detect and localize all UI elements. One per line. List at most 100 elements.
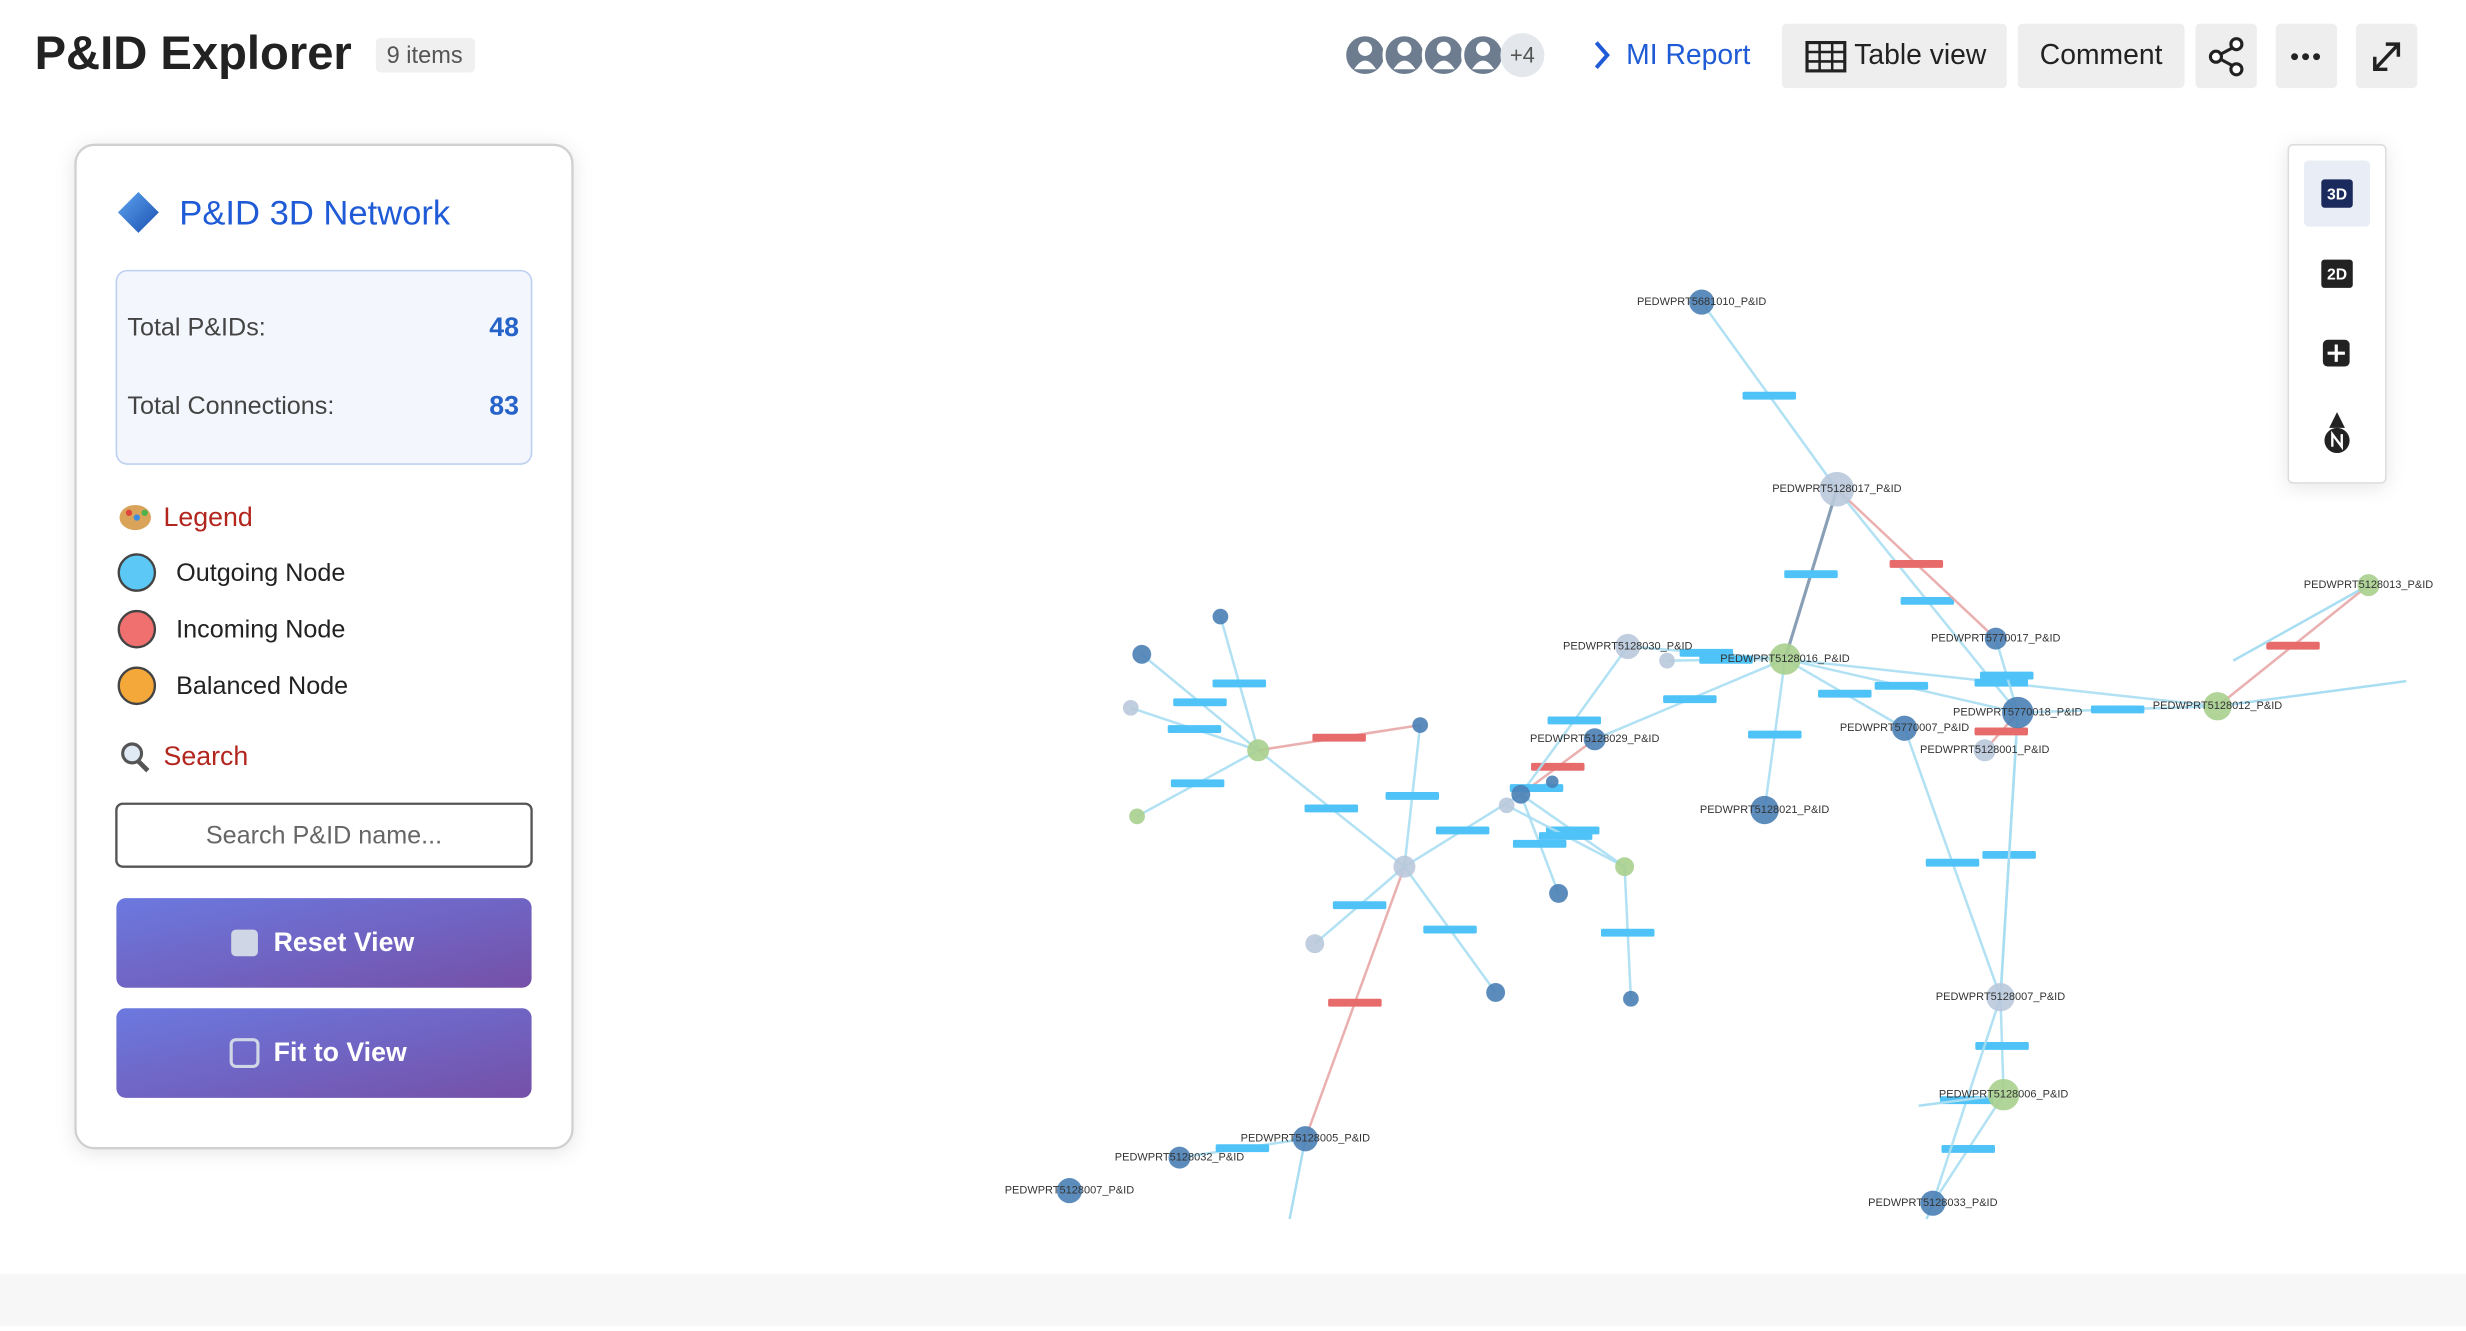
edge-label [1748,730,1802,739]
node[interactable] [1986,983,2015,1012]
header-button[interactable] [2017,23,2185,89]
edge-label [1385,791,1440,800]
edge-label [1679,648,1734,657]
node[interactable] [1659,652,1675,669]
node[interactable] [1891,715,1918,741]
node[interactable] [1984,627,2007,650]
stat-value: 83 [489,390,519,420]
node-label: PEDWPRT5128001_P&ID [1920,744,2049,756]
node[interactable] [2002,696,2034,729]
stat-value: 48 [489,312,519,342]
node[interactable] [2357,574,2380,597]
node[interactable] [1412,717,1429,733]
node[interactable] [1393,855,1416,878]
search-title: Search [164,741,249,771]
legend-label: Outgoing Node [176,559,345,587]
header-button-label[interactable]: Comment [2040,38,2163,70]
ui-layer: P&ID Explorer 9 items +4 MI Report Table vie… [35,23,2418,1150]
node[interactable] [1615,633,1641,660]
node[interactable] [1987,1078,2020,1111]
node[interactable] [1292,1126,1318,1152]
node[interactable] [1973,739,1996,762]
search-placeholder[interactable]: Search P&ID name... [206,821,442,849]
node[interactable] [1305,934,1325,954]
network-graph[interactable]: PEDWPRT5681010_P&ID PEDWPRT5128017_P&ID PE… [1005,289,2434,1220]
edge [2217,679,2407,708]
action-button[interactable] [116,1008,532,1098]
view-button-label[interactable]: 3D [2327,186,2347,203]
header-button-label[interactable]: Table view [1854,38,1987,70]
node-label: PEDWPRT5128030_P&ID [1563,640,1692,652]
node-label: PEDWPRT5681010_P&ID [1637,296,1766,308]
legend-swatch [117,609,157,649]
avatar-overflow: +4 [1510,43,1535,68]
node[interactable] [1132,644,1152,664]
node[interactable] [1750,795,1779,825]
edge-label [1215,1144,1270,1153]
node-label: PEDWPRT5770018_P&ID [1953,706,2082,718]
node-label: PEDWPRT5128033_P&ID [1868,1197,1997,1209]
node[interactable] [1511,784,1531,804]
node[interactable] [2203,692,2232,721]
icon-button[interactable] [2195,23,2257,89]
avatar-body [1393,60,1416,70]
search-input[interactable] [115,802,533,868]
edge [1288,1138,1307,1220]
edge-label [1900,596,1955,605]
chevron [1594,41,1610,70]
item-count: 9 items [387,42,463,68]
edge-label [1547,716,1602,725]
edge-label [1312,733,1366,742]
panel-title: P&ID 3D Network [179,195,451,233]
palette-dot [133,514,140,521]
breadcrumb[interactable]: MI Report [1626,38,1750,70]
share-dot [2229,62,2244,77]
share-dot [2208,49,2224,64]
node[interactable] [1122,699,1139,716]
node[interactable] [1168,1146,1191,1169]
compass-needle [2329,412,2345,428]
node[interactable] [1583,728,1606,751]
node[interactable] [1819,471,1855,507]
node[interactable] [1689,289,1715,315]
panel-icon [117,191,159,233]
avatar-head [1436,41,1451,56]
view-badge[interactable] [2321,259,2353,288]
more-dot [2302,53,2310,61]
view-button-label[interactable]: 2D [2327,266,2347,283]
edge-label [1212,679,1267,688]
edge-label [1332,901,1387,910]
node-label: PEDWPRT5770017_P&ID [1931,633,2060,645]
expand-icon [2373,42,2401,72]
edge-label [1435,826,1490,835]
node[interactable] [1623,990,1639,1007]
compass-n [2331,430,2343,451]
edge-label [1974,727,2029,736]
action-button[interactable] [116,898,532,988]
action-label[interactable]: Reset View [274,927,415,957]
edge-label [1167,725,1222,733]
node[interactable] [1129,808,1145,825]
node[interactable] [1545,775,1559,789]
node[interactable] [1769,643,1801,675]
more-dot [2291,53,2299,61]
node[interactable] [1056,1178,1083,1204]
node[interactable] [1486,983,1506,1002]
edge-label [1304,804,1359,813]
search-icon [121,742,144,765]
edge-label [2266,641,2320,650]
node[interactable] [1212,608,1229,625]
node[interactable] [1498,797,1515,814]
node-label: PEDWPRT5128013_P&ID [2304,579,2433,591]
grid-view-lines [2327,344,2345,362]
node-label: PEDWPRT5128006_P&ID [1939,1089,2068,1101]
action-label[interactable]: Fit to View [274,1037,407,1067]
action-icon [229,1038,260,1068]
stats-box [115,269,533,465]
legend-swatch [117,553,157,592]
node[interactable] [1549,883,1568,903]
node[interactable] [1615,857,1635,877]
node[interactable] [1247,739,1270,762]
view-badge[interactable] [2321,179,2353,208]
node[interactable] [1920,1190,1946,1216]
